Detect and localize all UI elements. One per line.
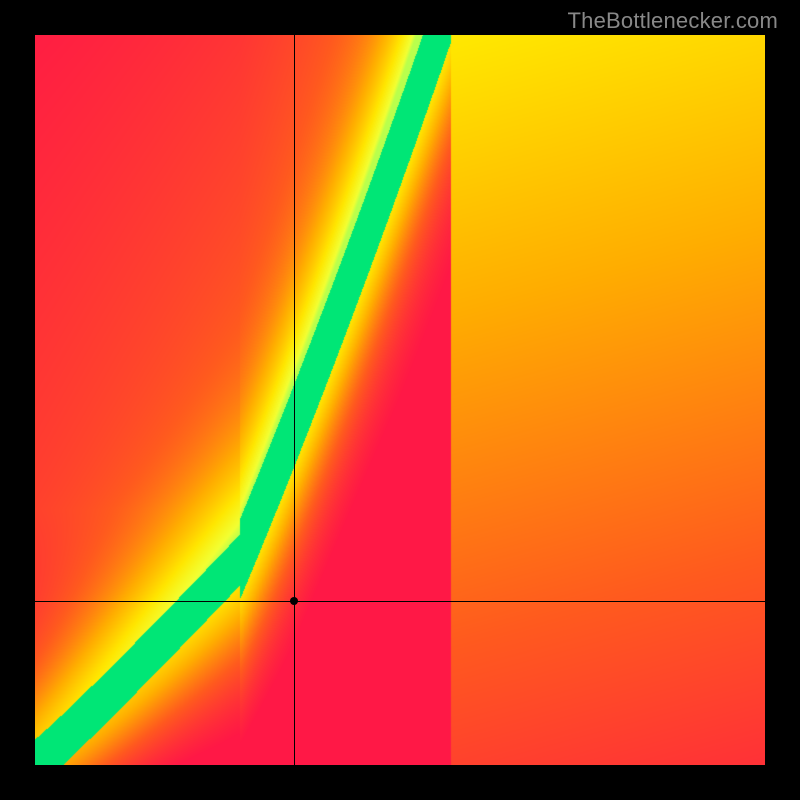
heatmap-canvas [35, 35, 765, 765]
watermark-text: TheBottlenecker.com [568, 8, 778, 34]
crosshair-vertical [294, 35, 295, 765]
marker-dot [290, 597, 298, 605]
heatmap-plot [35, 35, 765, 765]
crosshair-horizontal [35, 601, 765, 602]
